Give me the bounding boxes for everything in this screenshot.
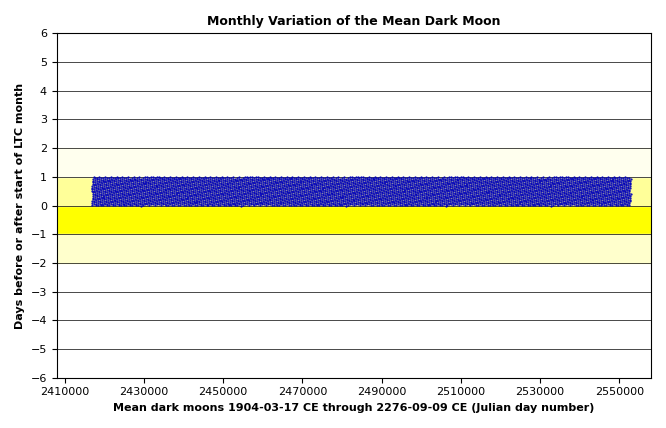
Bar <box>57 205 651 234</box>
Bar <box>57 234 651 263</box>
Bar <box>57 148 651 177</box>
Y-axis label: Days before or after start of LTC month: Days before or after start of LTC month <box>15 83 25 329</box>
Bar <box>57 177 651 205</box>
Title: Monthly Variation of the Mean Dark Moon: Monthly Variation of the Mean Dark Moon <box>207 15 501 28</box>
X-axis label: Mean dark moons 1904-03-17 CE through 2276-09-09 CE (Julian day number): Mean dark moons 1904-03-17 CE through 22… <box>113 403 595 413</box>
